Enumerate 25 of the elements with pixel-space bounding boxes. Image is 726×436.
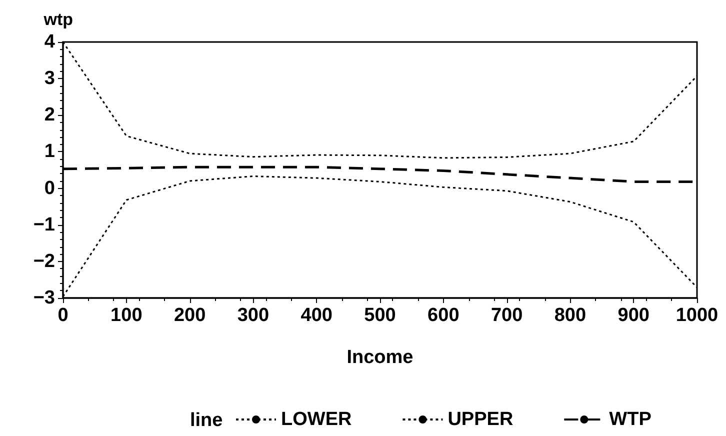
legend-label: WTP [609,409,652,430]
y-tick-label: 1 [44,141,56,162]
y-tick-label: −2 [33,250,55,272]
y-tick-label: 0 [44,178,55,199]
legend-title: line [190,410,223,431]
y-tick-label: −1 [33,214,56,236]
legend-label: UPPER [448,409,514,430]
x-tick-label: 500 [364,305,396,326]
x-tick-label: 0 [58,305,68,326]
x-tick-label: 600 [428,305,460,326]
y-tick-label: −3 [33,288,55,308]
legend-label: LOWER [281,409,352,430]
x-tick-label: 300 [237,305,270,326]
x-tick-label: 100 [110,305,142,326]
x-tick-label: 200 [174,305,206,326]
x-tick-label: 700 [490,305,523,326]
x-tick-label: 1000 [676,305,718,326]
x-tick-label: 900 [618,305,650,326]
x-tick-label: 800 [554,305,586,326]
y-tick-label: 4 [44,32,56,52]
x-tick-label: 400 [300,305,332,326]
y-tick-label: 2 [44,104,55,126]
y-tick-label: 3 [44,68,55,90]
y-axis-title: wtp [42,10,73,29]
x-axis-title: Income [346,347,414,368]
